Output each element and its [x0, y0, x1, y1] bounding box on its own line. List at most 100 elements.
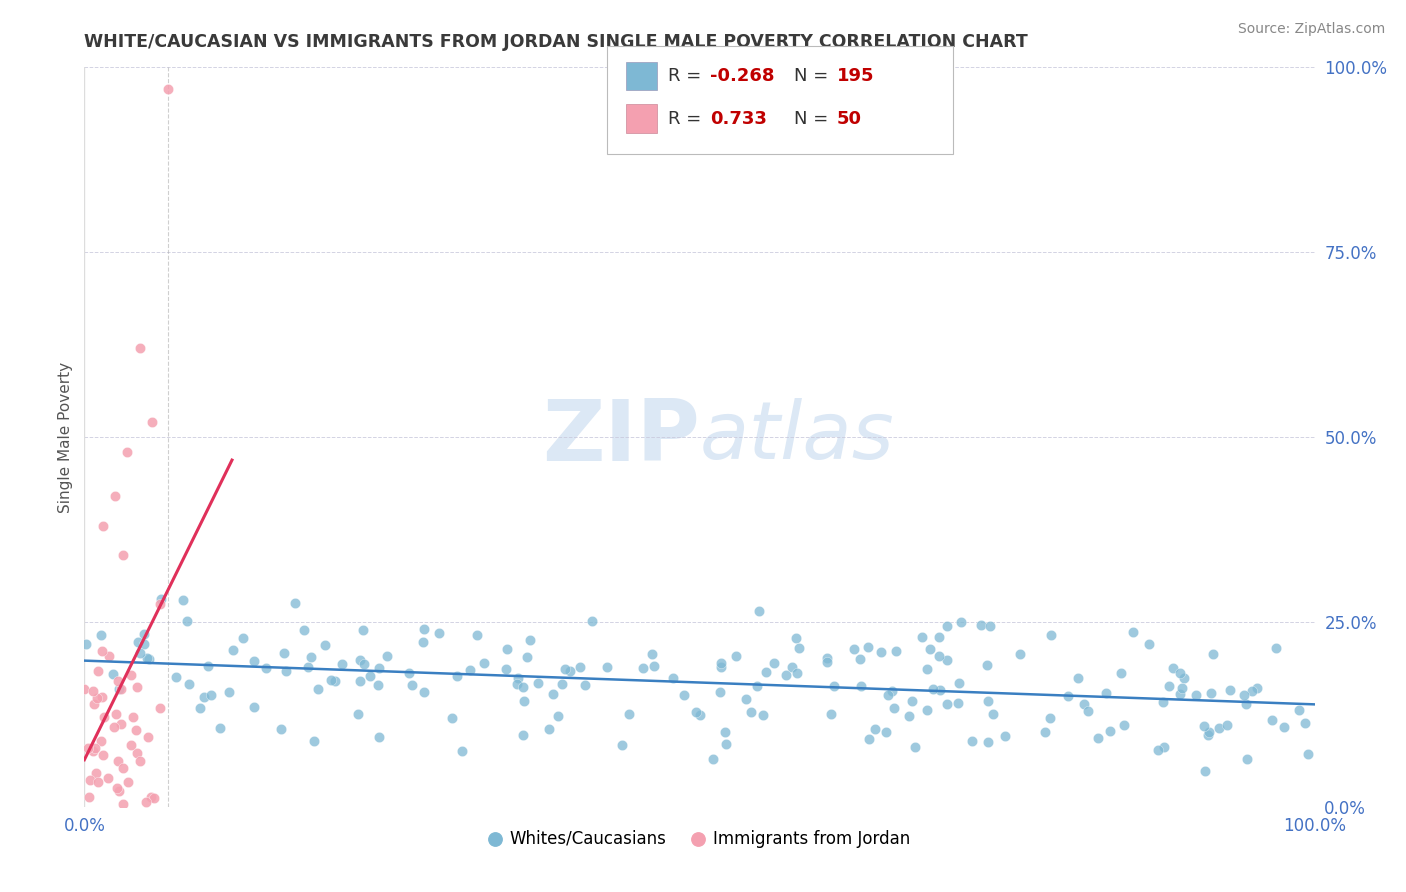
Point — [689, 707, 711, 722]
Point — [458, 663, 481, 677]
Point — [297, 660, 319, 674]
Point — [617, 707, 640, 722]
Point — [710, 659, 733, 673]
Point — [472, 656, 495, 670]
Point — [1215, 718, 1237, 732]
Point — [569, 659, 592, 673]
Point — [441, 711, 464, 725]
Point — [105, 781, 128, 796]
Point — [200, 688, 222, 702]
Point — [427, 625, 450, 640]
Point — [673, 689, 696, 703]
Point — [849, 679, 872, 693]
Point — [1010, 647, 1032, 661]
Point — [1199, 686, 1222, 700]
Point — [82, 744, 104, 758]
Point — [755, 665, 778, 679]
Point — [359, 668, 381, 682]
Point — [398, 665, 420, 680]
Text: WHITE/CAUCASIAN VS IMMIGRANTS FROM JORDAN SINGLE MALE POVERTY CORRELATION CHART: WHITE/CAUCASIAN VS IMMIGRANTS FROM JORDA… — [84, 34, 1028, 52]
Point — [1261, 713, 1284, 727]
Point — [93, 710, 115, 724]
Point — [787, 640, 810, 655]
Point — [495, 662, 517, 676]
Point — [103, 720, 125, 734]
Point — [981, 707, 1004, 722]
Point — [918, 641, 941, 656]
Point — [610, 739, 633, 753]
Point — [165, 670, 187, 684]
Point — [120, 738, 142, 752]
Point — [554, 662, 576, 676]
Point — [948, 696, 970, 710]
Point — [935, 619, 957, 633]
Point — [197, 659, 219, 673]
Point — [110, 682, 132, 697]
Point — [960, 734, 983, 748]
Point — [368, 730, 391, 744]
Point — [1161, 661, 1184, 675]
Point — [538, 722, 561, 736]
Point — [1168, 687, 1191, 701]
Point — [1057, 690, 1080, 704]
Point — [823, 679, 845, 693]
Point — [928, 648, 950, 663]
Point — [1171, 681, 1194, 695]
Point — [1197, 728, 1219, 742]
Point — [917, 663, 939, 677]
Point — [104, 706, 127, 721]
Point — [643, 659, 665, 673]
Point — [849, 652, 872, 666]
Point — [506, 677, 529, 691]
Point — [353, 657, 375, 671]
Point — [276, 665, 298, 679]
Point — [747, 679, 769, 693]
Point — [928, 630, 950, 644]
Point — [83, 698, 105, 712]
Point — [1208, 721, 1230, 735]
Point — [516, 650, 538, 665]
Point — [527, 675, 550, 690]
Point — [465, 627, 488, 641]
Point — [1198, 725, 1220, 739]
Point — [735, 692, 758, 706]
Point — [1153, 739, 1175, 754]
Point — [128, 341, 150, 355]
Point — [1219, 683, 1241, 698]
Point — [1039, 628, 1062, 642]
Point — [149, 591, 172, 606]
Point — [1146, 743, 1168, 757]
Point — [91, 644, 114, 658]
Point — [111, 761, 134, 775]
Point — [97, 649, 120, 664]
Point — [1246, 681, 1268, 695]
Point — [724, 648, 747, 663]
Point — [90, 628, 112, 642]
Text: N =: N = — [794, 67, 834, 85]
Point — [775, 668, 797, 682]
Point — [176, 614, 198, 628]
Point — [1295, 715, 1317, 730]
Point — [307, 682, 329, 697]
Point — [948, 676, 970, 690]
Point — [125, 746, 148, 760]
Point — [512, 728, 534, 742]
Point — [875, 724, 897, 739]
Point — [349, 673, 371, 688]
Point — [710, 656, 733, 670]
Point — [904, 739, 927, 754]
Point — [917, 703, 939, 717]
Point — [352, 623, 374, 637]
Point — [513, 694, 536, 708]
Point — [84, 740, 107, 755]
Point — [1272, 720, 1295, 734]
Point — [136, 650, 159, 665]
Text: atlas: atlas — [700, 398, 894, 476]
Point — [844, 642, 866, 657]
Point — [221, 642, 243, 657]
Point — [1073, 697, 1095, 711]
Point — [76, 740, 98, 755]
Point — [977, 734, 1000, 748]
Point — [506, 671, 529, 685]
Point — [661, 671, 683, 685]
